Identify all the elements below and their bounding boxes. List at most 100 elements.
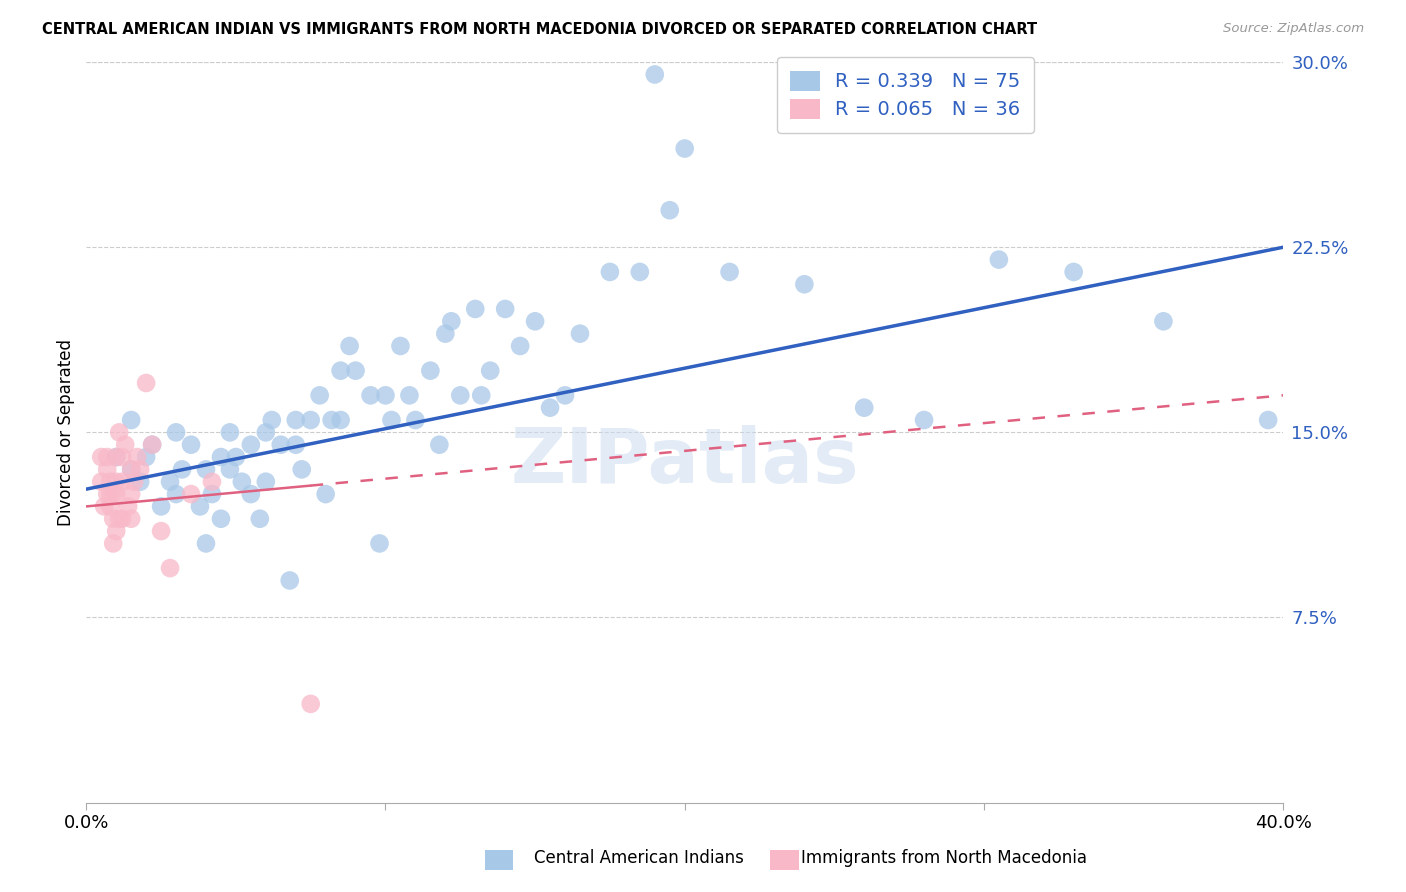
Point [120,413,142,427]
Point [291,462,314,476]
Point [120,512,142,526]
Point [165,425,187,440]
Point [329,364,352,378]
Point [389,339,412,353]
Point [194,536,217,550]
Point [440,314,463,328]
Point [569,326,592,341]
Point [793,277,815,292]
Point [103,487,125,501]
Point [344,364,367,378]
Point [108,425,131,440]
Point [120,462,142,476]
Point [159,561,181,575]
Point [111,512,134,526]
Point [219,425,242,440]
Point [449,388,471,402]
Point [188,500,211,514]
Point [853,401,876,415]
Point [93,500,115,514]
Point [299,413,322,427]
Point [315,487,337,501]
Point [141,438,163,452]
Point [117,500,139,514]
Point [105,450,128,464]
Point [239,487,262,501]
Point [270,438,292,452]
Point [180,438,202,452]
Point [105,487,128,501]
Point [470,388,492,402]
Point [105,450,128,464]
Point [524,314,547,328]
Point [1063,265,1085,279]
Text: ZIPatlas: ZIPatlas [510,425,859,499]
Point [96,462,118,476]
Point [1152,314,1174,328]
Point [239,438,262,452]
Point [494,301,516,316]
Point [284,438,307,452]
Point [219,462,242,476]
Point [427,438,450,452]
Point [165,487,187,501]
Point [339,339,361,353]
Point [209,512,232,526]
Point [368,536,391,550]
Point [98,500,121,514]
Point [111,475,134,489]
Point [912,413,935,427]
Point [329,413,352,427]
Point [96,487,118,501]
Point [105,475,128,489]
Point [194,462,217,476]
Point [120,462,142,476]
Point [308,388,330,402]
Point [644,67,666,81]
Point [111,450,134,464]
Point [122,475,145,489]
Point [103,536,125,550]
Point [299,697,322,711]
Point [360,388,382,402]
Point [1257,413,1279,427]
Point [479,364,502,378]
Text: CENTRAL AMERICAN INDIAN VS IMMIGRANTS FROM NORTH MACEDONIA DIVORCED OR SEPARATED: CENTRAL AMERICAN INDIAN VS IMMIGRANTS FR… [42,22,1038,37]
Point [135,450,157,464]
Point [374,388,396,402]
Point [718,265,741,279]
Point [98,475,121,489]
Point [150,524,173,538]
Point [127,450,149,464]
Point [129,475,152,489]
Point [278,574,301,588]
Point [249,512,271,526]
Point [98,487,121,501]
Point [96,450,118,464]
Point [464,301,486,316]
Point [180,487,202,501]
Legend: R = 0.339   N = 75, R = 0.065   N = 36: R = 0.339 N = 75, R = 0.065 N = 36 [778,57,1033,133]
Text: Central American Indians: Central American Indians [534,849,744,867]
Point [90,475,112,489]
Point [103,512,125,526]
Point [201,475,224,489]
Point [554,388,576,402]
Point [658,203,681,218]
Point [159,475,181,489]
Text: Source: ZipAtlas.com: Source: ZipAtlas.com [1223,22,1364,36]
Point [404,413,426,427]
Point [321,413,343,427]
Point [599,265,621,279]
Point [509,339,531,353]
Point [105,524,128,538]
Y-axis label: Divorced or Separated: Divorced or Separated [58,339,75,526]
Point [254,475,277,489]
Point [120,487,142,501]
Point [225,450,247,464]
Point [108,512,131,526]
Point [201,487,224,501]
Point [398,388,420,402]
Point [90,450,112,464]
Point [628,265,651,279]
